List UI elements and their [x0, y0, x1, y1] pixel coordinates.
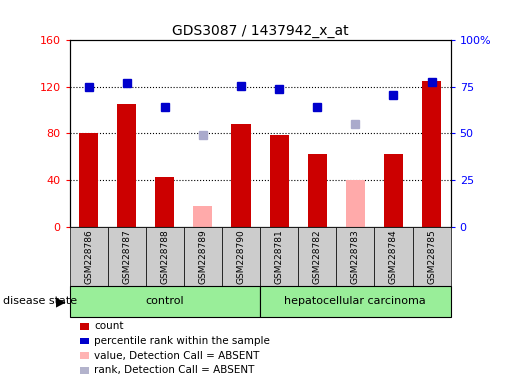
Bar — [422, 81, 441, 227]
Title: GDS3087 / 1437942_x_at: GDS3087 / 1437942_x_at — [172, 24, 348, 38]
Bar — [298, 227, 336, 286]
Bar — [260, 286, 451, 317]
Text: disease state: disease state — [3, 296, 77, 306]
Bar — [108, 227, 146, 286]
Text: percentile rank within the sample: percentile rank within the sample — [94, 336, 270, 346]
Text: rank, Detection Call = ABSENT: rank, Detection Call = ABSENT — [94, 365, 254, 375]
Bar — [413, 227, 451, 286]
Text: hepatocellular carcinoma: hepatocellular carcinoma — [284, 296, 426, 306]
Text: GSM228788: GSM228788 — [160, 230, 169, 284]
Text: GSM228784: GSM228784 — [389, 230, 398, 284]
Bar — [270, 135, 289, 227]
Text: GSM228789: GSM228789 — [198, 230, 208, 284]
Bar — [79, 134, 98, 227]
Text: ▶: ▶ — [56, 295, 65, 308]
Text: GSM228781: GSM228781 — [274, 230, 284, 284]
Text: GSM228782: GSM228782 — [313, 230, 322, 284]
Bar — [260, 227, 298, 286]
Bar — [194, 205, 213, 227]
Text: value, Detection Call = ABSENT: value, Detection Call = ABSENT — [94, 351, 260, 361]
Bar — [156, 177, 175, 227]
Bar — [336, 227, 374, 286]
Text: control: control — [146, 296, 184, 306]
Text: count: count — [94, 321, 124, 331]
Bar — [70, 286, 260, 317]
Bar — [374, 227, 413, 286]
Text: GSM228786: GSM228786 — [84, 230, 93, 284]
Bar — [232, 124, 251, 227]
Text: GSM228790: GSM228790 — [236, 230, 246, 284]
Bar — [384, 154, 403, 227]
Bar — [346, 180, 365, 227]
Bar — [70, 227, 108, 286]
Bar — [184, 227, 222, 286]
Bar — [222, 227, 260, 286]
Text: GSM228787: GSM228787 — [122, 230, 131, 284]
Bar — [117, 104, 136, 227]
Text: GSM228785: GSM228785 — [427, 230, 436, 284]
Bar — [146, 227, 184, 286]
Bar — [308, 154, 327, 227]
Text: GSM228783: GSM228783 — [351, 230, 360, 284]
